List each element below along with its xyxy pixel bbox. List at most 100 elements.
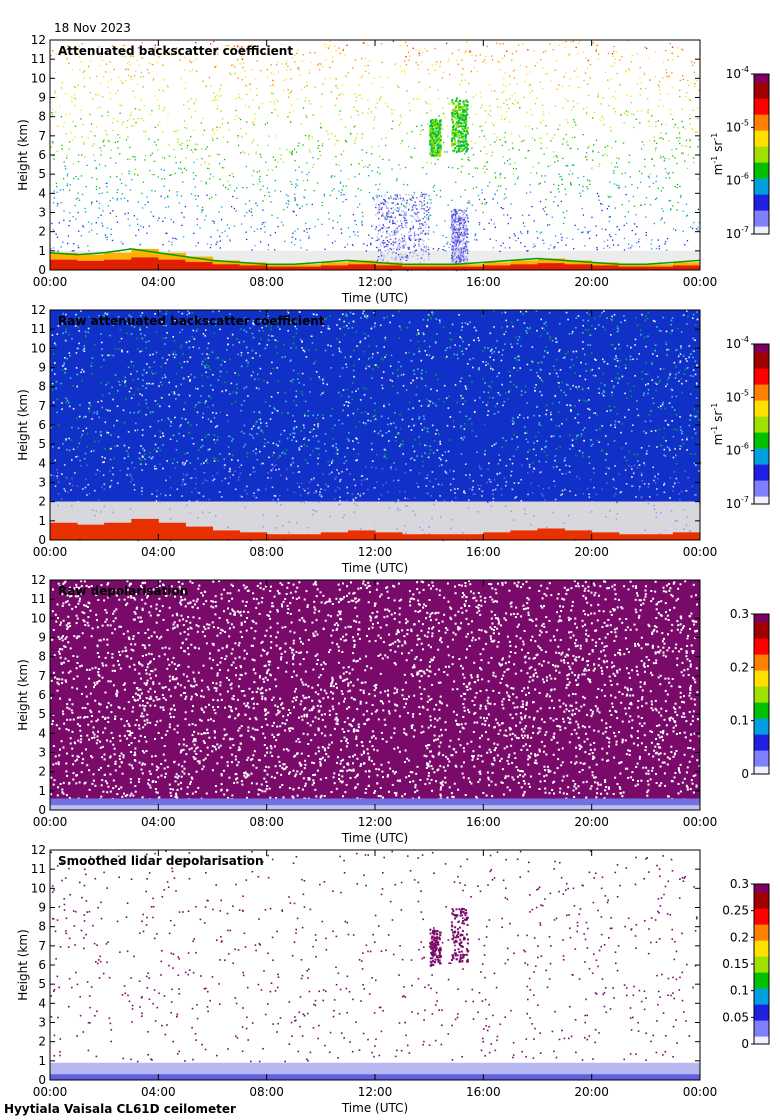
x-axis-label: Time (UTC) (341, 561, 408, 575)
y-tick-label: 9 (38, 361, 46, 375)
heatmap-field (49, 40, 701, 272)
colorbar-tick-label: 0.1 (730, 984, 749, 998)
x-tick-label: 08:00 (249, 815, 284, 829)
y-tick-label: 5 (38, 977, 46, 991)
colorbar-tick-label: 10-5 (726, 118, 749, 134)
colorbar-tick-label: 0.3 (730, 607, 749, 621)
x-tick-label: 00:00 (33, 545, 68, 559)
x-tick-label: 04:00 (141, 815, 176, 829)
x-axis-label: Time (UTC) (341, 291, 408, 305)
x-axis-label: Time (UTC) (341, 1101, 408, 1115)
y-tick-label: 0 (38, 1073, 46, 1087)
y-tick-label: 6 (38, 418, 46, 432)
colorbar-tick-label: 0.05 (722, 1010, 749, 1024)
colorbar: 0 0.1 0.2 0.3 (730, 607, 770, 781)
x-tick-label: 12:00 (358, 275, 393, 289)
colorbar: 10-7 10-6 10-5 10-4 m-1 sr-1 (710, 65, 770, 241)
x-tick-label: 00:00 (683, 545, 718, 559)
y-tick-label: 2 (38, 495, 46, 509)
y-tick-label: 6 (38, 148, 46, 162)
x-axis-label: Time (UTC) (341, 831, 408, 845)
x-tick-label: 12:00 (358, 1085, 393, 1099)
date-label: 18 Nov 2023 (54, 21, 131, 35)
y-tick-label: 1 (38, 244, 46, 258)
y-tick-label: 1 (38, 784, 46, 798)
y-tick-label: 10 (31, 341, 46, 355)
y-tick-label: 4 (38, 186, 46, 200)
y-tick-label: 2 (38, 765, 46, 779)
colorbar: 10-7 10-6 10-5 10-4 m-1 sr-1 (710, 335, 770, 511)
colorbar: 0 0.05 0.1 0.15 0.2 0.25 0.3 (722, 877, 770, 1051)
colorbar-tick-label: 0 (741, 767, 749, 781)
y-tick-label: 6 (38, 958, 46, 972)
y-tick-label: 4 (38, 456, 46, 470)
x-tick-label: 04:00 (141, 545, 176, 559)
x-tick-label: 08:00 (249, 275, 284, 289)
y-tick-label: 5 (38, 437, 46, 451)
x-tick-label: 16:00 (466, 275, 501, 289)
y-tick-label: 11 (31, 592, 46, 606)
y-tick-label: 2 (38, 1035, 46, 1049)
x-tick-label: 16:00 (466, 545, 501, 559)
x-tick-label: 20:00 (574, 815, 609, 829)
x-tick-label: 12:00 (358, 545, 393, 559)
y-tick-label: 12 (31, 33, 46, 47)
heatmap-field (50, 580, 702, 812)
y-tick-label: 9 (38, 631, 46, 645)
colorbar-tick-label: 10-7 (726, 495, 749, 511)
colorbar-tick-label: 0.25 (722, 904, 749, 918)
y-tick-label: 7 (38, 939, 46, 953)
x-tick-label: 16:00 (466, 815, 501, 829)
colorbar-tick-label: 10-4 (726, 335, 749, 351)
y-tick-label: 7 (38, 129, 46, 143)
x-tick-label: 04:00 (141, 1085, 176, 1099)
plot-area (50, 850, 700, 1080)
y-tick-label: 7 (38, 669, 46, 683)
heatmap-field (50, 310, 702, 542)
footer-label: Hyytiala Vaisala CL61D ceilometer (4, 1102, 236, 1116)
colorbar-tick-label: 0.2 (730, 930, 749, 944)
y-tick-label: 0 (38, 533, 46, 547)
y-tick-label: 3 (38, 746, 46, 760)
panel-title: Raw attenuated backscatter coefficient (58, 314, 325, 328)
y-tick-label: 0 (38, 263, 46, 277)
x-tick-label: 12:00 (358, 815, 393, 829)
x-tick-label: 20:00 (574, 545, 609, 559)
x-tick-label: 08:00 (249, 545, 284, 559)
y-tick-label: 0 (38, 803, 46, 817)
y-axis-label: Height (km) (16, 389, 30, 460)
y-tick-label: 2 (38, 225, 46, 239)
y-axis-label: Height (km) (16, 119, 30, 190)
panel-title: Raw depolarisation (58, 584, 188, 598)
y-tick-label: 10 (31, 71, 46, 85)
panel-title: Attenuated backscatter coefficient (58, 44, 293, 58)
y-tick-label: 4 (38, 726, 46, 740)
x-tick-label: 08:00 (249, 1085, 284, 1099)
colorbar-tick-label: 10-7 (726, 225, 749, 241)
x-tick-label: 00:00 (683, 1085, 718, 1099)
x-tick-label: 00:00 (33, 1085, 68, 1099)
y-tick-label: 12 (31, 573, 46, 587)
y-tick-label: 12 (31, 303, 46, 317)
x-tick-label: 00:00 (33, 815, 68, 829)
panel-2: Raw attenuated backscatter coefficient 0 1… (16, 303, 770, 575)
colorbar-tick-label: 0.3 (730, 877, 749, 891)
panel-title: Smoothed lidar depolarisation (58, 854, 264, 868)
y-tick-label: 8 (38, 650, 46, 664)
colorbar-tick-label: 0.1 (730, 714, 749, 728)
y-tick-label: 11 (31, 322, 46, 336)
y-tick-label: 5 (38, 707, 46, 721)
colorbar-tick-label: 10-6 (726, 172, 749, 188)
x-tick-label: 20:00 (574, 275, 609, 289)
y-tick-label: 1 (38, 1054, 46, 1068)
colorbar-tick-label: 10-5 (726, 388, 749, 404)
y-tick-label: 3 (38, 206, 46, 220)
y-tick-label: 7 (38, 399, 46, 413)
x-tick-label: 00:00 (683, 815, 718, 829)
y-axis-label: Height (km) (16, 929, 30, 1000)
panel-3: Raw depolarisation0123456789101112Height… (16, 573, 770, 845)
colorbar-tick-label: 10-4 (726, 65, 749, 81)
colorbar-tick-label: 0.2 (730, 660, 749, 674)
colorbar-unit: m-1 sr-1 (710, 133, 725, 176)
panel-1: Attenuated backscatter coefficient012345… (16, 33, 770, 305)
